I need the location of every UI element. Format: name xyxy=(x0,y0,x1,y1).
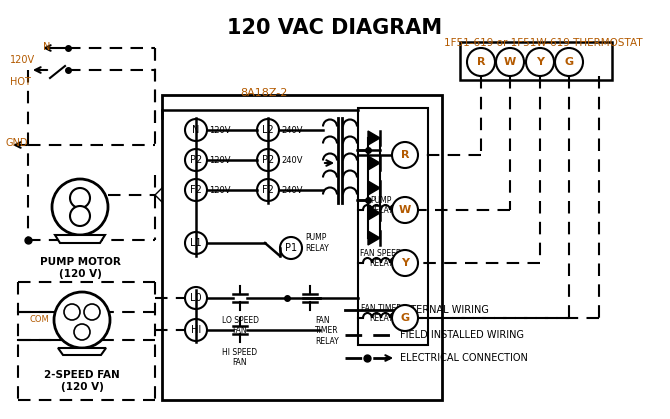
Text: 240V: 240V xyxy=(281,126,302,134)
Text: 240V: 240V xyxy=(281,155,302,165)
Polygon shape xyxy=(368,156,380,170)
Text: HI SPEED
FAN: HI SPEED FAN xyxy=(222,348,257,367)
Circle shape xyxy=(185,232,207,254)
Text: L2: L2 xyxy=(262,125,274,135)
Text: P2: P2 xyxy=(262,155,274,165)
Text: R: R xyxy=(401,150,409,160)
Text: R: R xyxy=(477,57,485,67)
Circle shape xyxy=(257,179,279,201)
Text: L0: L0 xyxy=(190,293,202,303)
Circle shape xyxy=(185,179,207,201)
Text: Y: Y xyxy=(536,57,544,67)
Circle shape xyxy=(555,48,583,76)
Text: LO SPEED
FAN: LO SPEED FAN xyxy=(222,316,259,335)
Text: 1F51-619 or 1F51W-619 THERMOSTAT: 1F51-619 or 1F51W-619 THERMOSTAT xyxy=(444,38,643,48)
Text: P1: P1 xyxy=(285,243,297,253)
Text: HI: HI xyxy=(191,325,201,335)
Circle shape xyxy=(52,179,108,235)
Text: 120V: 120V xyxy=(209,126,230,134)
Circle shape xyxy=(84,304,100,320)
Circle shape xyxy=(185,319,207,341)
Circle shape xyxy=(392,197,418,223)
Text: INTERNAL WIRING: INTERNAL WIRING xyxy=(400,305,489,315)
Text: FIELD INSTALLED WIRING: FIELD INSTALLED WIRING xyxy=(400,330,524,340)
Circle shape xyxy=(467,48,495,76)
Circle shape xyxy=(257,149,279,171)
Text: PUMP MOTOR: PUMP MOTOR xyxy=(40,257,121,267)
Circle shape xyxy=(392,142,418,168)
Text: W: W xyxy=(399,205,411,215)
Circle shape xyxy=(392,250,418,276)
Polygon shape xyxy=(368,181,380,195)
Text: G: G xyxy=(401,313,409,323)
Text: F2: F2 xyxy=(190,185,202,195)
Circle shape xyxy=(257,119,279,141)
Text: Y: Y xyxy=(401,258,409,268)
Bar xyxy=(460,42,612,80)
Text: F2: F2 xyxy=(262,185,274,195)
Text: 120V: 120V xyxy=(209,186,230,194)
Text: N: N xyxy=(43,42,50,52)
Text: HOT: HOT xyxy=(10,77,31,87)
Bar xyxy=(358,108,428,345)
Text: HI: HI xyxy=(88,308,96,316)
Text: P2: P2 xyxy=(190,155,202,165)
Polygon shape xyxy=(368,206,380,220)
Text: W: W xyxy=(504,57,516,67)
Text: 2-SPEED FAN: 2-SPEED FAN xyxy=(44,370,120,380)
Circle shape xyxy=(64,304,80,320)
Circle shape xyxy=(392,305,418,331)
Text: (120 V): (120 V) xyxy=(58,269,101,279)
Text: FAN TIMER
RELAY: FAN TIMER RELAY xyxy=(360,304,401,323)
Circle shape xyxy=(185,287,207,309)
Circle shape xyxy=(70,188,90,208)
Text: ELECTRICAL CONNECTION: ELECTRICAL CONNECTION xyxy=(400,353,528,363)
Text: N: N xyxy=(192,125,200,135)
Text: LO: LO xyxy=(67,308,77,316)
Polygon shape xyxy=(368,231,380,245)
Circle shape xyxy=(496,48,524,76)
Text: 240V: 240V xyxy=(281,186,302,194)
Circle shape xyxy=(54,292,110,348)
Text: L1: L1 xyxy=(190,238,202,248)
Text: FAN
TIMER
RELAY: FAN TIMER RELAY xyxy=(315,316,339,346)
Text: 120V: 120V xyxy=(10,55,35,65)
Polygon shape xyxy=(368,131,380,145)
Polygon shape xyxy=(55,235,105,243)
Text: 120V: 120V xyxy=(209,155,230,165)
Text: PUMP
RELAY: PUMP RELAY xyxy=(305,233,329,253)
Circle shape xyxy=(526,48,554,76)
Circle shape xyxy=(74,324,90,340)
Bar xyxy=(162,95,442,400)
Text: GND: GND xyxy=(5,138,27,148)
Text: COM: COM xyxy=(29,316,49,324)
Text: 120 VAC DIAGRAM: 120 VAC DIAGRAM xyxy=(227,18,443,38)
Text: PUMP
RELAY: PUMP RELAY xyxy=(369,196,393,215)
Text: (120 V): (120 V) xyxy=(60,382,103,392)
Circle shape xyxy=(185,149,207,171)
Circle shape xyxy=(280,237,302,259)
Text: G: G xyxy=(564,57,574,67)
Text: 8A18Z-2: 8A18Z-2 xyxy=(240,88,287,98)
Text: FAN SPEED
RELAY: FAN SPEED RELAY xyxy=(360,248,402,268)
Polygon shape xyxy=(58,348,106,355)
Circle shape xyxy=(70,206,90,226)
Circle shape xyxy=(185,119,207,141)
